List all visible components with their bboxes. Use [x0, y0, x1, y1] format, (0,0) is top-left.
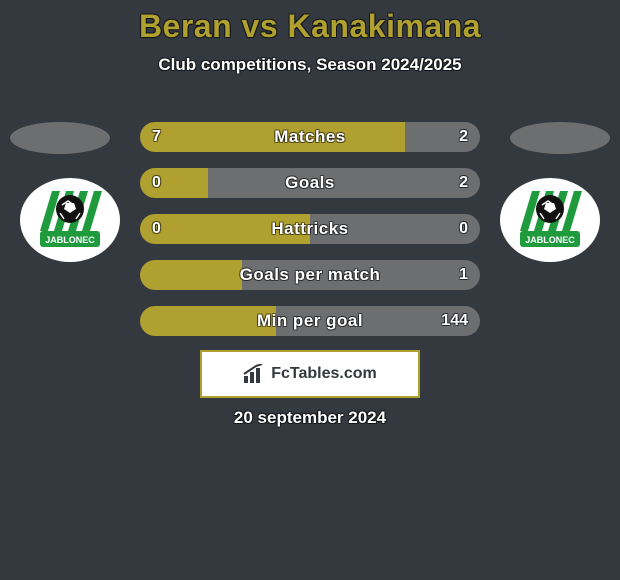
- player-marker-left: [10, 122, 110, 154]
- branding-text: FcTables.com: [271, 365, 377, 383]
- metric-value-right: 1: [459, 260, 468, 290]
- metric-label: Min per goal: [140, 306, 480, 336]
- subtitle: Club competitions, Season 2024/2025: [0, 55, 620, 75]
- page-title: Beran vs Kanakimana: [0, 0, 620, 45]
- player-marker-right: [510, 122, 610, 154]
- metric-row: Min per goal144: [140, 306, 480, 336]
- metric-label: Goals: [140, 168, 480, 198]
- metric-value-left: 7: [152, 122, 161, 152]
- branding-box: FcTables.com: [200, 350, 420, 398]
- club-badge-right: JABLONEC: [500, 178, 600, 262]
- metric-bars: Matches72Goals02Hattricks00Goals per mat…: [140, 122, 480, 352]
- date-text: 20 september 2024: [0, 408, 620, 428]
- club-crest-icon: JABLONEC: [30, 185, 110, 255]
- metric-row: Goals per match1: [140, 260, 480, 290]
- metric-label: Hattricks: [140, 214, 480, 244]
- metric-label: Goals per match: [140, 260, 480, 290]
- svg-text:JABLONEC: JABLONEC: [525, 235, 575, 245]
- comparison-infographic: Beran vs Kanakimana Club competitions, S…: [0, 0, 620, 580]
- club-crest-icon: JABLONEC: [510, 185, 590, 255]
- metric-value-left: 0: [152, 168, 161, 198]
- svg-text:JABLONEC: JABLONEC: [45, 235, 95, 245]
- metric-row: Hattricks0 0: [140, 214, 480, 244]
- metric-value-right: 2: [459, 168, 468, 198]
- metric-value-left: 0: [152, 214, 161, 244]
- club-badge-left: JABLONEC: [20, 178, 120, 262]
- metric-label: Matches: [140, 122, 480, 152]
- metric-value-right: 144: [441, 306, 468, 336]
- metric-row: Goals0 2: [140, 168, 480, 198]
- bar-chart-icon: [243, 364, 265, 384]
- metric-row: Matches7 2: [140, 122, 480, 152]
- metric-value-right: 0: [459, 214, 468, 244]
- metric-value-right: 2: [459, 122, 468, 152]
